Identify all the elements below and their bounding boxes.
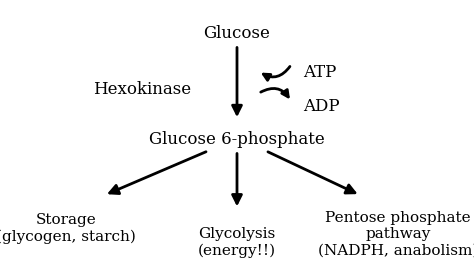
Text: Glycolysis
(energy!!): Glycolysis (energy!!)	[198, 227, 276, 258]
Text: Glucose 6-phosphate: Glucose 6-phosphate	[149, 131, 325, 148]
Text: ADP: ADP	[303, 98, 340, 114]
Text: Pentose phosphate
pathway
(NADPH, anabolism): Pentose phosphate pathway (NADPH, anabol…	[318, 211, 474, 258]
Text: Hexokinase: Hexokinase	[93, 81, 191, 98]
Text: Glucose: Glucose	[203, 25, 271, 42]
Text: ATP: ATP	[303, 64, 337, 81]
Text: Storage
(glycogen, starch): Storage (glycogen, starch)	[0, 213, 137, 244]
